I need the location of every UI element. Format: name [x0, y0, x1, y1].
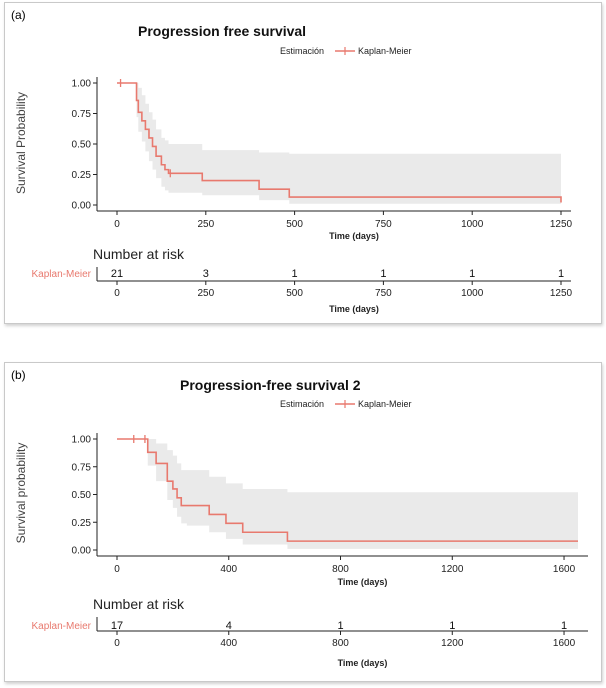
risk-x-tick-label: 1250 — [550, 288, 573, 299]
risk-row-label: Kaplan-Meier — [32, 269, 92, 280]
survival-curve — [117, 82, 562, 203]
chart-title: Progression free survival — [138, 23, 306, 39]
x-tick-label: 0 — [114, 219, 120, 230]
risk-x-axis-label: Time (days) — [329, 304, 379, 314]
risk-x-tick-label: 1000 — [461, 288, 484, 299]
risk-x-tick-label: 750 — [375, 288, 392, 299]
risk-count: 1 — [561, 620, 567, 632]
risk-table-title: Number at risk — [93, 246, 185, 262]
risk-x-tick-label: 1600 — [553, 638, 576, 649]
x-tick-label: 500 — [286, 219, 303, 230]
x-tick-label: 250 — [197, 219, 214, 230]
x-tick-label: 1250 — [550, 219, 573, 230]
x-tick-label: 1000 — [461, 219, 484, 230]
survival-curve — [117, 438, 578, 542]
panel-label: (b) — [11, 368, 26, 382]
y-tick-label: 0.00 — [72, 546, 92, 557]
risk-x-tick-label: 1200 — [441, 638, 464, 649]
risk-count: 1 — [380, 268, 386, 280]
y-axis-label: Survival probability — [14, 443, 28, 544]
risk-x-tick-label: 800 — [332, 638, 349, 649]
chart-title: Progression-free survival 2 — [180, 377, 361, 393]
y-tick-label: 0.75 — [72, 462, 92, 473]
y-tick-label: 0.25 — [72, 170, 92, 181]
risk-count: 1 — [292, 268, 298, 280]
panel-label: (a) — [11, 8, 26, 22]
risk-x-tick-label: 0 — [114, 638, 120, 649]
legend-entry: Kaplan-Meier — [358, 399, 412, 409]
risk-x-tick-label: 400 — [220, 638, 237, 649]
risk-count: 17 — [111, 620, 123, 632]
y-tick-label: 0.50 — [72, 490, 92, 501]
panel-b: (b) Progression-free survival 2 Estimación… — [4, 362, 602, 682]
x-tick-label: 1200 — [441, 564, 464, 575]
y-tick-label: 0.00 — [72, 201, 92, 212]
risk-count: 21 — [111, 268, 123, 280]
risk-row-label: Kaplan-Meier — [32, 621, 92, 632]
x-tick-label: 1600 — [553, 564, 576, 575]
legend-title: Estimación — [280, 399, 324, 409]
risk-count: 3 — [203, 268, 209, 280]
risk-x-tick-label: 500 — [286, 288, 303, 299]
km-chart-a: (a) Progression free survival Estimación Ka… — [11, 8, 573, 314]
confidence-band — [117, 439, 578, 549]
legend-entry: Kaplan-Meier — [358, 46, 412, 56]
x-tick-label: 800 — [332, 564, 349, 575]
risk-count: 1 — [337, 620, 343, 632]
confidence-band — [117, 83, 561, 205]
risk-x-axis-label: Time (days) — [338, 658, 388, 668]
y-tick-label: 1.00 — [72, 435, 92, 446]
y-tick-label: 0.50 — [72, 140, 92, 151]
risk-count: 4 — [226, 620, 232, 632]
y-tick-label: 0.75 — [72, 109, 92, 120]
risk-count: 1 — [449, 620, 455, 632]
risk-count: 1 — [558, 268, 564, 280]
risk-count: 1 — [469, 268, 475, 280]
x-axis-label: Time (days) — [329, 231, 379, 241]
panel-a: (a) Progression free survival Estimación Ka… — [4, 2, 602, 324]
x-tick-label: 400 — [220, 564, 237, 575]
x-tick-label: 750 — [375, 219, 392, 230]
x-axis-label: Time (days) — [338, 577, 388, 587]
risk-x-tick-label: 0 — [114, 288, 120, 299]
legend-title: Estimación — [280, 46, 324, 56]
y-tick-label: 0.25 — [72, 518, 92, 529]
x-tick-label: 0 — [114, 564, 120, 575]
y-axis-label: Survival Probability — [14, 92, 28, 194]
risk-x-tick-label: 250 — [197, 288, 214, 299]
y-tick-label: 1.00 — [72, 79, 92, 90]
km-chart-b: (b) Progression-free survival 2 Estimación… — [11, 368, 588, 668]
risk-table-title: Number at risk — [93, 596, 185, 612]
